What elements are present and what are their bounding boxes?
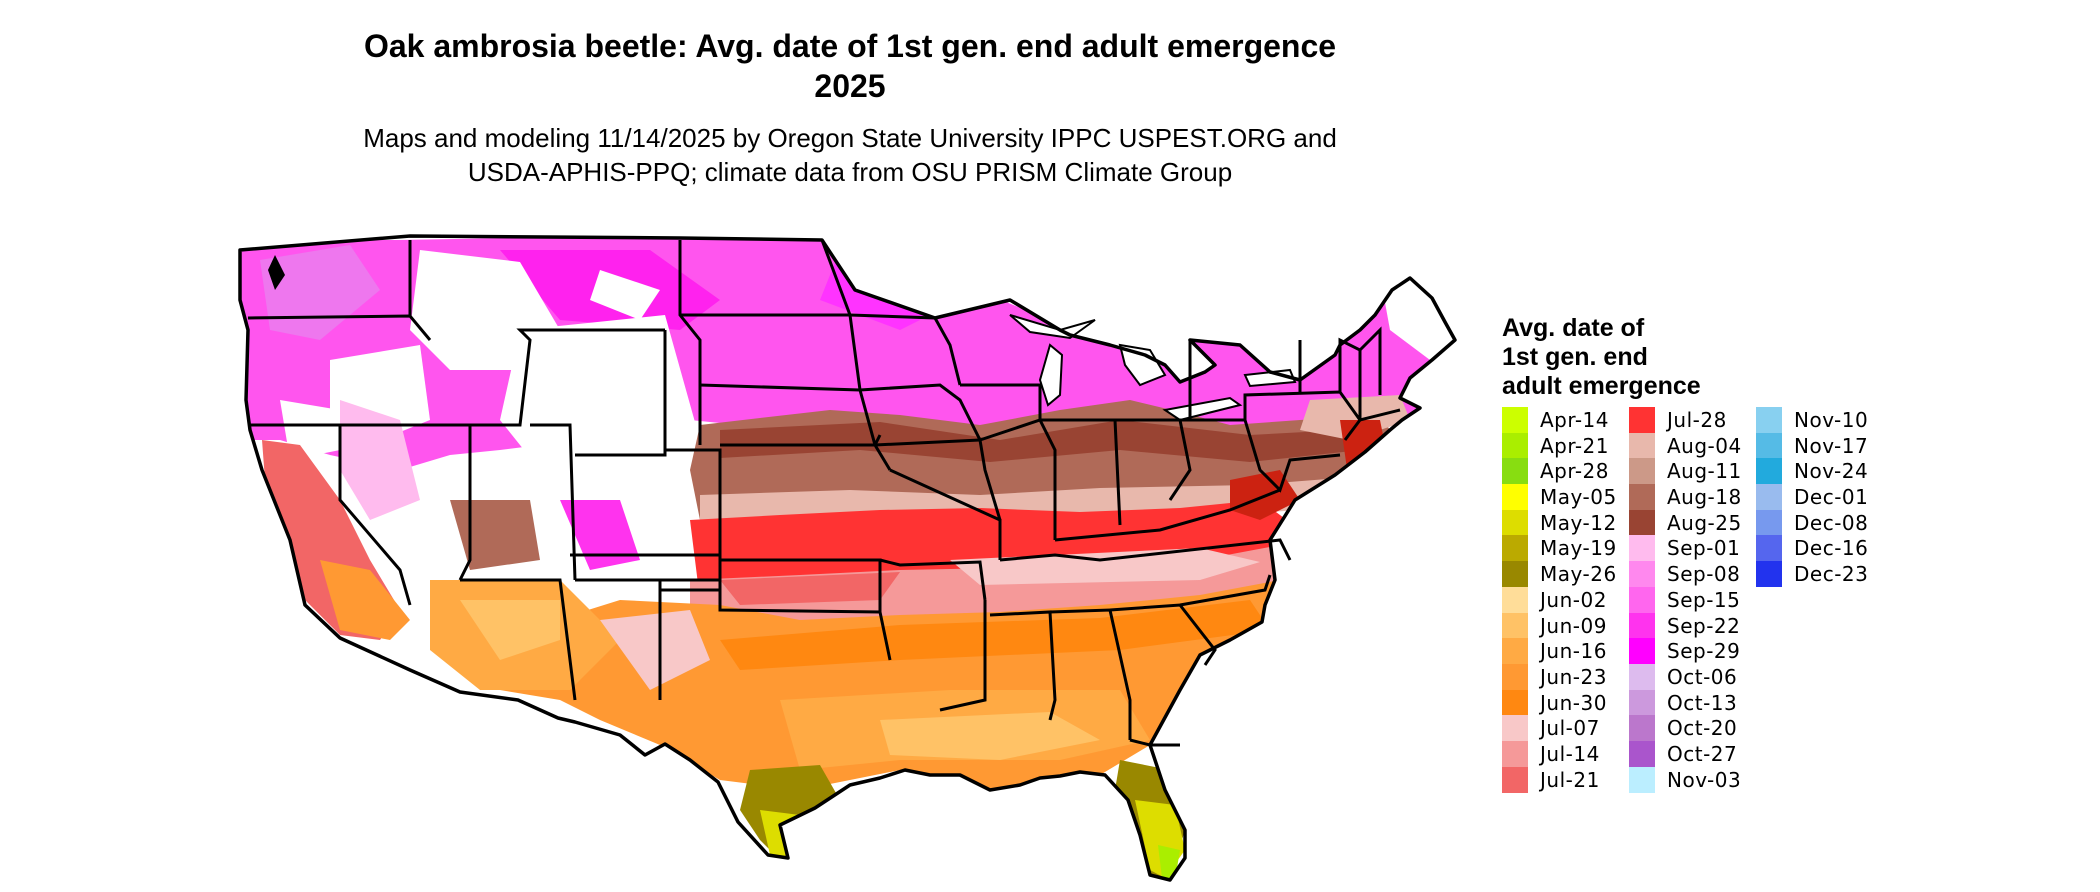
legend-swatch [1629,586,1655,613]
legend-swatch [1502,638,1528,665]
lake-michigan [1038,343,1064,407]
legend-swatch [1629,509,1655,536]
puget-sound [268,255,285,290]
lake-erie [1162,396,1243,422]
legend-swatch [1629,638,1655,665]
us-outline [238,234,1457,882]
legend-label: Sep-08 [1667,562,1741,587]
legend-title-line-3: adult emergence [1502,372,1701,400]
legend-swatch [1629,715,1655,742]
legend-label: Oct-13 [1667,690,1738,715]
legend-label: Jul-07 [1540,716,1600,741]
lake-superior [1009,314,1096,340]
legend-label: Nov-03 [1667,767,1742,792]
legend-label: Aug-25 [1667,510,1742,535]
legend-label: Apr-14 [1540,408,1609,432]
map-subtitle-line-1: Maps and modeling 11/14/2025 by Oregon S… [363,123,1337,153]
legend-swatch [1629,689,1655,716]
legend-swatch [1502,458,1528,485]
legend-swatch [1629,407,1655,433]
state-boundaries [247,239,1401,747]
legend-swatch [1502,509,1528,536]
legend-swatch [1502,432,1528,459]
legend-label: Aug-18 [1667,485,1742,510]
legend-swatch [1629,740,1655,767]
legend-label: Jul-28 [1667,408,1727,432]
map-title-line-1: Oak ambrosia beetle: Avg. date of 1st ge… [363,28,1337,64]
legend-label: Nov-10 [1794,408,1869,432]
lake-huron [1118,343,1167,387]
legend-label: Dec-08 [1794,510,1869,535]
legend-label: Apr-21 [1540,433,1609,458]
legend-swatch [1756,509,1782,536]
legend-label: Sep-15 [1667,587,1741,612]
legend-swatch [1502,740,1528,767]
legend-swatch [1756,484,1782,511]
legend-label: Jun-02 [1540,587,1607,612]
legend-label: Jul-21 [1540,767,1600,792]
legend-label: Aug-11 [1667,459,1742,484]
legend-label: Dec-16 [1794,536,1869,561]
legend-label: Jul-14 [1540,741,1600,766]
legend-swatch [1756,407,1782,433]
legend-swatch [1629,561,1655,588]
legend-label: Dec-23 [1794,562,1869,587]
legend-label: Aug-04 [1667,433,1742,458]
legend-swatch [1629,663,1655,690]
legend-label: May-12 [1540,510,1617,535]
legend-swatch [1502,407,1528,433]
legend-label: Apr-28 [1540,459,1609,484]
legend-swatch [1502,689,1528,716]
legend-label: Jun-16 [1540,639,1607,664]
legend-swatch [1629,612,1655,639]
legend-label: Sep-29 [1667,639,1741,664]
legend-label: May-26 [1540,562,1617,587]
legend-swatch [1756,432,1782,459]
legend-label: Sep-01 [1667,536,1741,561]
legend-swatch [1502,766,1528,793]
legend-swatch [1502,663,1528,690]
legend-swatch [1502,484,1528,511]
legend-title-line-1: Avg. date of [1502,314,1645,342]
legend-label: Nov-17 [1794,433,1869,458]
legend-swatch [1629,458,1655,485]
legend-swatch [1502,586,1528,613]
legend-label: Jun-09 [1540,613,1607,638]
legend-swatch [1502,715,1528,742]
legend-label: May-19 [1540,536,1617,561]
legend-swatch [1756,458,1782,485]
legend-title-line-2: 1st gen. end [1502,343,1648,371]
legend-label: Jun-23 [1540,664,1607,689]
legend-swatch [1502,561,1528,588]
legend-label: Oct-20 [1667,716,1738,741]
legend-swatch [1756,561,1782,588]
legend-swatch [1756,535,1782,562]
legend-swatch [1502,535,1528,562]
legend-swatch [1629,432,1655,459]
legend-swatch [1629,535,1655,562]
legend-swatch [1629,484,1655,511]
legend-label: Jun-30 [1540,690,1607,715]
legend-swatch [1502,612,1528,639]
map-title-line-2: 2025 [814,68,886,104]
legend-label: Oct-06 [1667,664,1738,689]
legend-label: Dec-01 [1794,485,1869,510]
legend-label: Oct-27 [1667,741,1738,766]
map-subtitle-line-2: USDA-APHIS-PPQ; climate data from OSU PR… [467,157,1233,187]
legend-label: May-05 [1540,485,1617,510]
legend-title: Avg. date of 1st gen. end adult emergenc… [1502,314,1832,401]
legend-label: Nov-24 [1794,459,1869,484]
legend-swatch [1629,766,1655,793]
legend-label: Sep-22 [1667,613,1741,638]
